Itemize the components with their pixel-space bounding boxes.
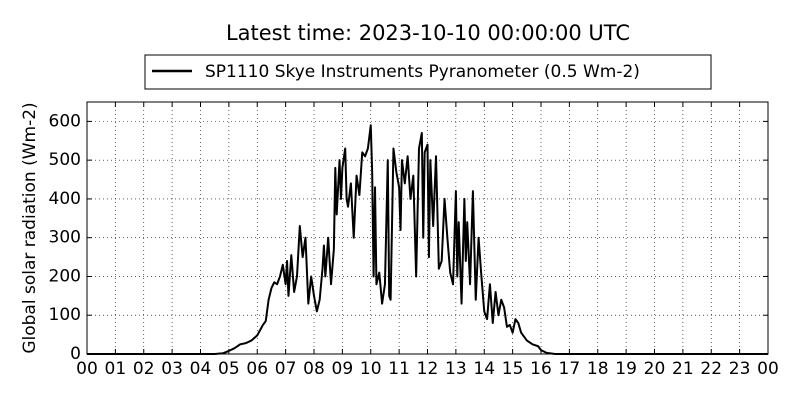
x-tick-label: 03 [161, 359, 183, 379]
x-tick-label: 19 [615, 359, 637, 379]
x-tick-label: 22 [700, 359, 722, 379]
y-axis-label: Global solar radiation (Wm-2) [20, 102, 40, 353]
y-tick-label: 600 [49, 111, 81, 131]
x-tick-label: 07 [275, 359, 297, 379]
y-tick-label: 200 [49, 266, 81, 286]
x-tick-label: 06 [246, 359, 268, 379]
plot-frame [86, 101, 769, 355]
x-tick-label: 01 [105, 359, 127, 379]
x-tick-label: 16 [530, 359, 552, 379]
x-tick-label: 13 [445, 359, 467, 379]
x-tick-label: 05 [218, 359, 240, 379]
chart-title: Latest time: 2023-10-10 00:00:00 UTC [226, 21, 630, 45]
legend-box [144, 54, 712, 90]
data-line [87, 124, 768, 355]
x-tick-label: 17 [559, 359, 581, 379]
x-tick-label: 11 [388, 359, 410, 379]
x-tick-label: 12 [417, 359, 439, 379]
x-tick-label: 04 [190, 359, 212, 379]
y-tick-label: 100 [49, 305, 81, 325]
x-tick-label: 10 [360, 359, 382, 379]
x-tick-label: 23 [729, 359, 751, 379]
x-tick-label: 08 [303, 359, 325, 379]
y-tick-label: 400 [49, 189, 81, 209]
x-tick-label: 18 [587, 359, 609, 379]
x-tick-label: 02 [133, 359, 155, 379]
y-tick-label: 500 [49, 150, 81, 170]
x-tick-label: 15 [502, 359, 524, 379]
x-tick-label: 14 [473, 359, 495, 379]
y-tick-label: 0 [70, 344, 81, 364]
x-tick-label: 09 [332, 359, 354, 379]
y-tick-label: 300 [49, 228, 81, 248]
x-tick-label: 21 [672, 359, 694, 379]
x-tick-label: 00 [76, 359, 98, 379]
legend-label: SP1110 Skye Instruments Pyranometer (0.5… [205, 62, 640, 82]
legend: SP1110 Skye Instruments Pyranometer (0.5… [144, 54, 712, 90]
x-tick-label: 20 [644, 359, 666, 379]
x-tick-label: 00 [757, 359, 779, 379]
